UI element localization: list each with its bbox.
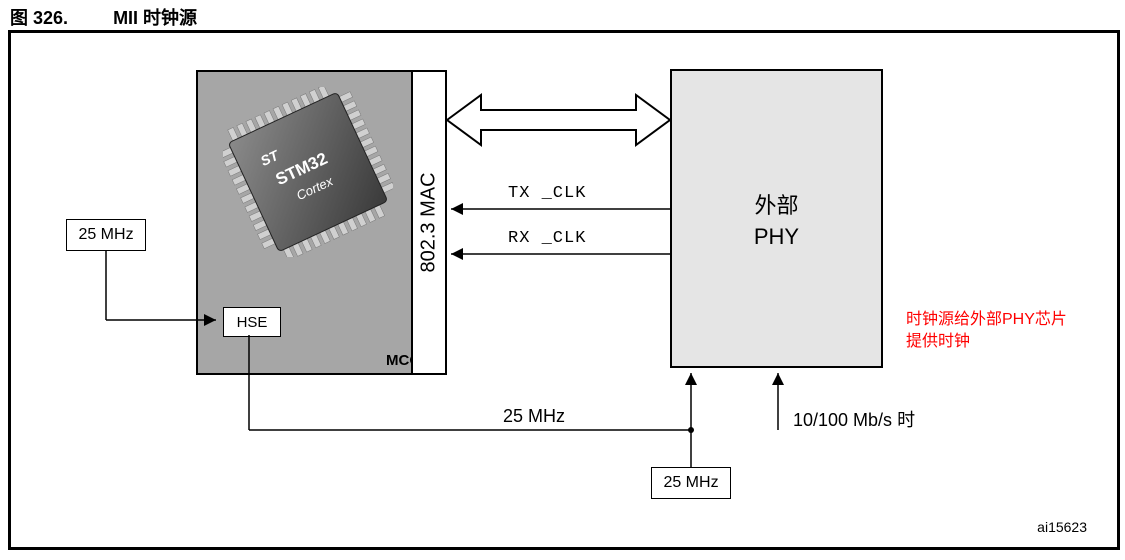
phy-label-2: PHY [754, 224, 799, 250]
speed-to-phy-wire [772, 373, 784, 430]
chip-graphic: ST STM32 Cortex [223, 87, 393, 257]
rx-clk-wire [451, 248, 670, 260]
freq-25mhz-bottom: 25 MHz [651, 467, 731, 499]
diagram-frame: ST STM32 Cortex HSE MCO 802.3 MAC 外部 PHY… [8, 30, 1120, 550]
freq-25mhz-left: 25 MHz [66, 219, 146, 251]
hse-label: HSE [237, 314, 268, 331]
tx-clk-wire [451, 203, 670, 215]
tx-clk-label: TX _CLK [508, 184, 586, 203]
mco-to-phy-wire [685, 373, 697, 430]
phy-label-1: 外部 [754, 188, 798, 220]
hse-box: HSE [223, 307, 281, 337]
rx-clk-label: RX _CLK [508, 229, 586, 248]
bidir-arrow-icon [447, 95, 670, 145]
mac-block: 802.3 MAC [411, 70, 447, 375]
phy-block: 外部 PHY [670, 69, 883, 368]
mcu-block: ST STM32 Cortex HSE MCO [196, 70, 431, 375]
mac-label: 802.3 MAC [418, 172, 441, 272]
figure-number: 图 326. [10, 8, 68, 28]
figure-title-text: MII 时钟源 [113, 8, 197, 28]
doc-id: ai15623 [1037, 519, 1087, 535]
figure-title: 图 326. MII 时钟源 [10, 4, 197, 30]
freq-bottom-wire [688, 427, 694, 467]
red-annotation: 时钟源给外部PHY芯片 提供时钟 [906, 309, 1067, 354]
mco-wire-label: 25 MHz [503, 406, 565, 427]
speed-label: 10/100 Mb/s 时 [793, 406, 915, 432]
wires-overlay [11, 33, 1117, 547]
